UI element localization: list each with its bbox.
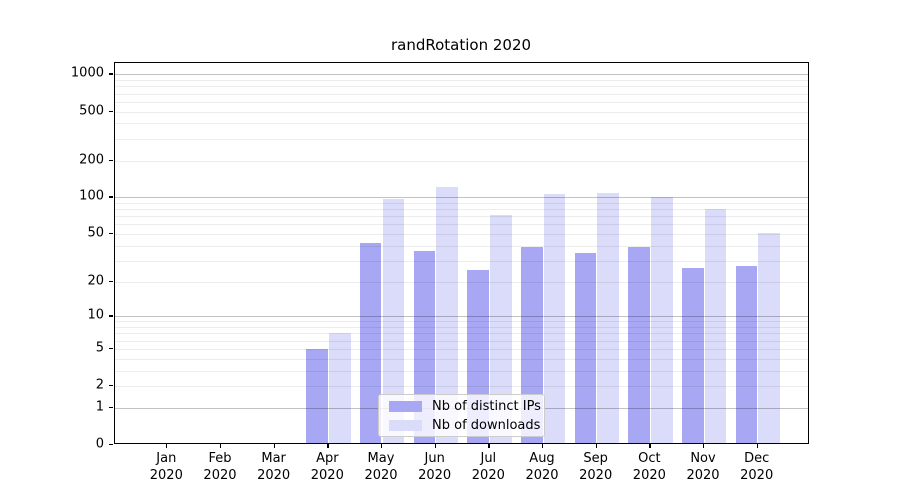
bar-distinct-ips-dec xyxy=(735,266,758,444)
y-tick-mark-2 xyxy=(108,385,113,387)
bar-distinct-ips-oct xyxy=(628,247,650,444)
x-tick-label-nov: Nov 2020 xyxy=(686,451,720,483)
gridline-y-70 xyxy=(114,216,808,218)
y-tick-label-2: 2 xyxy=(95,377,104,393)
y-tick-label-50: 50 xyxy=(87,225,104,241)
bar-downloads-may xyxy=(382,199,405,444)
gridline-y-300 xyxy=(114,138,808,140)
gridline-y-9 xyxy=(114,321,808,323)
gridline-y-600 xyxy=(114,101,808,103)
gridline-y-20 xyxy=(114,281,808,283)
y-tick-label-10: 10 xyxy=(87,307,104,323)
gridline-y-2 xyxy=(114,386,808,388)
gridline-y-8 xyxy=(114,327,808,329)
gridline-y-50 xyxy=(114,234,808,236)
y-tick-mark-500 xyxy=(108,110,113,112)
gridline-y-900 xyxy=(114,80,808,82)
legend-patch-distinct-ips xyxy=(389,400,422,412)
bar-downloads-jul xyxy=(490,214,512,444)
x-tick-mark-aug xyxy=(542,444,544,448)
bar-downloads-aug xyxy=(543,194,566,444)
y-tick-label-500: 500 xyxy=(79,103,104,119)
x-tick-label-jun: Jun 2020 xyxy=(418,451,452,483)
gridline-y-60 xyxy=(114,224,808,226)
legend-label: Nb of distinct IPs xyxy=(432,398,541,414)
gridline-y-4 xyxy=(114,358,808,360)
x-tick-mark-jun xyxy=(434,444,436,448)
gridline-y-10 xyxy=(114,316,808,318)
x-tick-label-feb: Feb 2020 xyxy=(203,451,237,483)
y-tick-label-20: 20 xyxy=(87,273,104,289)
bar-downloads-nov xyxy=(704,209,727,444)
x-tick-label-apr: Apr 2020 xyxy=(310,451,344,483)
x-tick-mark-nov xyxy=(703,444,705,448)
bar-distinct-ips-sep xyxy=(574,252,597,444)
gridline-y-6 xyxy=(114,340,808,342)
x-tick-label-sep: Sep 2020 xyxy=(579,451,613,483)
y-tick-mark-1000 xyxy=(108,73,113,75)
y-tick-label-200: 200 xyxy=(79,152,104,168)
gridline-y-800 xyxy=(114,86,808,88)
gridline-y-7 xyxy=(114,333,808,335)
gridline-y-30 xyxy=(114,260,808,262)
legend-entry-downloads: Nb of downloads xyxy=(389,418,540,433)
y-tick-label-1000: 1000 xyxy=(70,65,104,81)
gridline-y-100 xyxy=(114,197,808,199)
gridline-y-400 xyxy=(114,123,808,125)
legend-entry-distinct-ips: Nb of distinct IPs xyxy=(389,399,541,414)
x-tick-mark-dec xyxy=(756,444,758,448)
y-tick-label-0: 0 xyxy=(95,436,104,452)
gridline-y-3 xyxy=(114,370,808,372)
y-tick-mark-1 xyxy=(108,406,113,408)
gridline-y-1000 xyxy=(114,74,808,76)
gridline-y-40 xyxy=(114,245,808,247)
gridline-y-500 xyxy=(114,111,808,113)
legend-patch-downloads xyxy=(389,419,422,431)
legend-label: Nb of downloads xyxy=(432,417,541,433)
bar-distinct-ips-may xyxy=(359,243,382,444)
y-tick-mark-5 xyxy=(108,347,113,350)
x-tick-label-aug: Aug 2020 xyxy=(525,451,559,483)
x-tick-label-mar: Mar 2020 xyxy=(257,451,291,483)
gridline-y-5 xyxy=(114,348,808,350)
x-tick-mark-sep xyxy=(595,444,597,448)
x-tick-mark-apr xyxy=(327,444,329,448)
y-tick-mark-100 xyxy=(108,196,113,198)
y-tick-mark-50 xyxy=(108,233,113,235)
y-tick-label-5: 5 xyxy=(95,340,104,356)
x-tick-label-dec: Dec 2020 xyxy=(740,451,774,483)
bar-distinct-ips-apr xyxy=(306,348,328,444)
x-tick-mark-may xyxy=(380,444,383,448)
bar-downloads-oct xyxy=(651,197,673,444)
x-tick-label-may: May 2020 xyxy=(364,451,398,483)
y-tick-mark-10 xyxy=(108,315,113,317)
gridline-y-80 xyxy=(114,209,808,211)
plot-area xyxy=(113,62,809,444)
y-tick-mark-0 xyxy=(108,444,113,446)
x-tick-label-jul: Jul 2020 xyxy=(471,451,505,483)
gridline-y-200 xyxy=(114,160,808,162)
x-tick-mark-feb xyxy=(219,444,222,448)
y-tick-mark-20 xyxy=(108,280,113,282)
y-tick-label-100: 100 xyxy=(79,188,104,204)
chart-title: randRotation 2020 xyxy=(390,36,532,54)
x-tick-label-oct: Oct 2020 xyxy=(632,451,666,483)
bar-distinct-ips-nov xyxy=(682,268,704,444)
x-tick-mark-jul xyxy=(488,444,490,448)
bar-downloads-apr xyxy=(329,333,351,444)
bar-downloads-jun xyxy=(436,186,458,444)
x-tick-mark-mar xyxy=(273,444,275,448)
gridline-y-700 xyxy=(114,93,808,95)
y-tick-label-1: 1 xyxy=(95,399,104,415)
x-tick-label-jan: Jan 2020 xyxy=(149,451,183,483)
x-tick-mark-oct xyxy=(649,444,651,448)
gridline-y-90 xyxy=(114,203,808,205)
bar-downloads-dec xyxy=(758,233,780,444)
bar-downloads-sep xyxy=(597,192,619,444)
x-tick-mark-jan xyxy=(166,444,168,448)
y-tick-mark-200 xyxy=(108,159,113,161)
legend: Nb of distinct IPs Nb of downloads xyxy=(378,394,545,437)
